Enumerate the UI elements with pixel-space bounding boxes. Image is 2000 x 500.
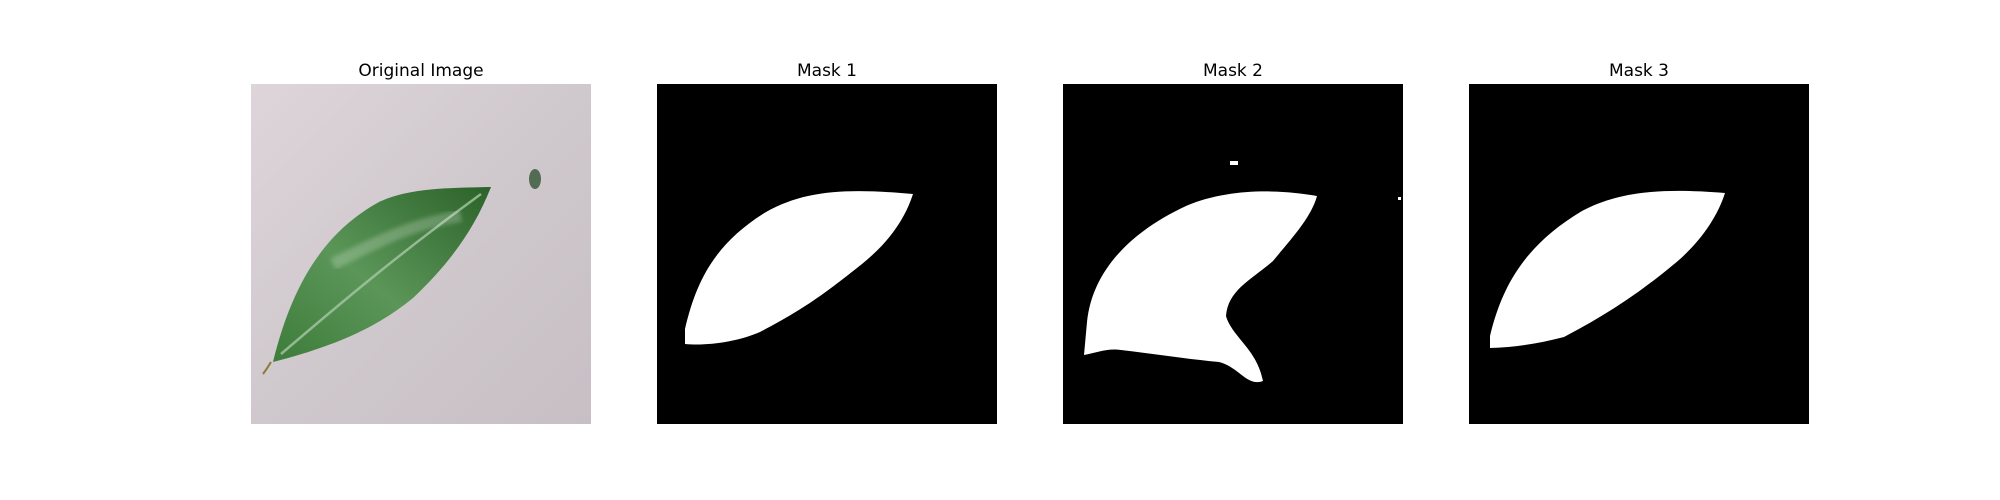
mask-3-canvas: [1469, 84, 1809, 424]
mask-1-svg: [657, 84, 997, 424]
mask-2-speck-right: [1398, 197, 1401, 200]
leaf-highlight: [330, 210, 462, 270]
mask-1-canvas: [657, 84, 997, 424]
mask-1-region: [685, 191, 913, 345]
mask-2-title: Mask 2: [1202, 61, 1263, 81]
original-image-canvas: [251, 84, 591, 424]
original-image-title: Original Image: [358, 61, 484, 81]
mask-2-region: [1084, 191, 1317, 383]
original-image-panel: Original Image: [251, 58, 591, 424]
leaf: [273, 187, 491, 362]
mask-3-title: Mask 3: [1608, 61, 1669, 81]
edge-leaf-fragment: [529, 169, 541, 189]
mask-2-canvas: [1063, 84, 1403, 424]
mask-3-svg: [1469, 84, 1809, 424]
mask-2-svg: [1063, 84, 1403, 424]
mask-2-speck-top: [1230, 161, 1238, 165]
mask-3-region: [1490, 190, 1725, 348]
leaf-stem: [262, 361, 272, 375]
mask-1-panel: Mask 1: [657, 58, 997, 424]
mask-1-title: Mask 1: [796, 61, 857, 81]
mask-3-panel: Mask 3: [1469, 58, 1809, 424]
mask-2-panel: Mask 2: [1063, 58, 1403, 424]
original-image-svg: [251, 84, 591, 424]
